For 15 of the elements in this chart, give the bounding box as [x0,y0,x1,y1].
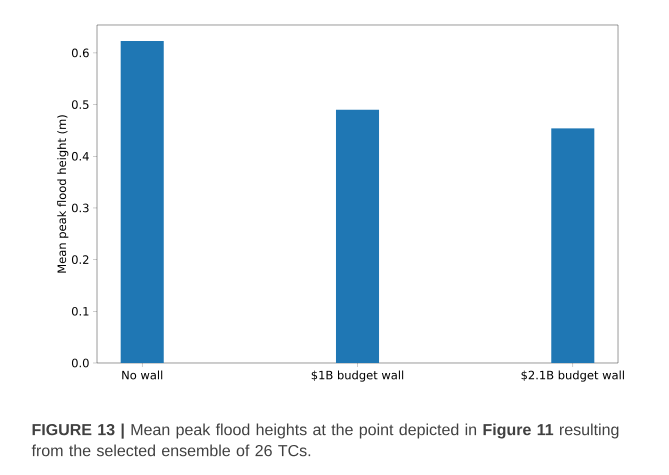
y-tick-label: 0.2 [72,255,88,264]
y-tick-label: 0.0 [72,358,89,368]
y-tick-label: 0.3 [72,204,89,212]
bar [551,128,594,363]
bar [120,41,164,363]
x-tick-label: $2.1B budget wall [522,370,624,382]
text: FIGURE 13 | Mean peak flood heights at the point depicted in Figure 11 resulting from the selected ensemble of 26 TCs. [32,424,618,456]
y-axis-title: Mean peak flood height (m) [57,115,68,273]
y-tick-label: 0.1 [72,306,88,316]
x-tick-label: No wall [122,370,162,380]
y-tick-label: 0.6 [72,48,89,58]
x-tick-label: $1B budget wall [312,370,404,382]
bar [336,110,380,363]
y-tick-label: 0.5 [72,100,88,109]
y-tick-label: 0.4 [72,152,89,161]
